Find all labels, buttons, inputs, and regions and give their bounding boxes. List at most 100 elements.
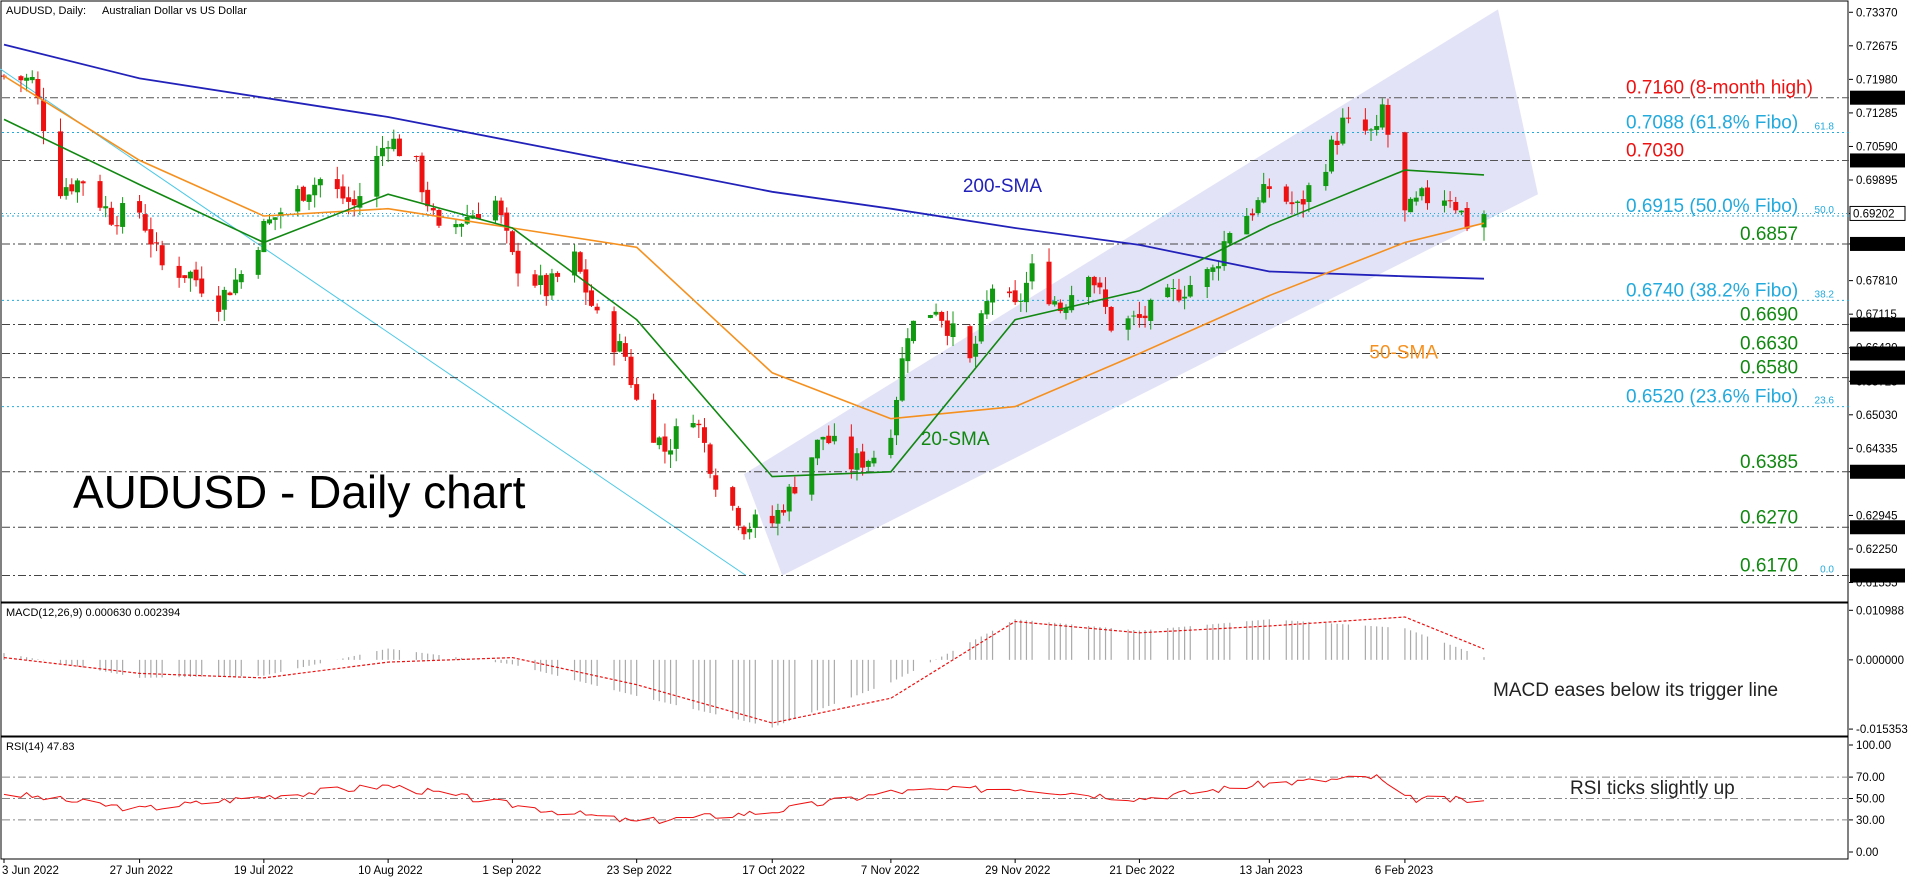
candle-body [1086,276,1092,298]
candle-body [357,196,363,208]
candle-body [1165,287,1171,298]
candle-body [1340,117,1346,144]
level-axis-label: 0.65800 [1853,373,1895,385]
candle-body [459,223,465,227]
level-axis-box [1850,317,1905,332]
price-tick-label: 0.71980 [1856,74,1898,86]
candle-body [1244,215,1250,235]
level-label: 0.6580 [1740,358,1798,379]
candle-body [549,273,555,296]
candle-body [1204,269,1210,287]
candle-body [1052,301,1058,305]
candle-body [1227,233,1233,244]
candle-body [1125,318,1131,330]
candle-body [18,76,24,81]
candle-body [781,510,787,513]
candle-body [504,212,510,231]
candle-body [176,265,182,278]
candle-body [1283,186,1289,202]
downtrend-line [0,68,747,576]
candle-body [498,200,504,216]
candle-body [193,269,199,281]
candle-body [1131,315,1137,317]
candle-body [1136,314,1142,318]
candle-body [1142,315,1148,319]
candle-body [899,358,905,401]
candle-body [651,399,657,443]
date-tick-label: 23 Sep 2022 [607,865,672,877]
price-tick-label: 0.67810 [1856,276,1898,288]
candle-body [634,384,640,400]
candle-body [860,451,866,468]
level-label: 0.7160 (8-month high) [1626,78,1813,99]
price-tick-label: 0.71285 [1856,108,1898,120]
price-tick-label: 0.65030 [1856,410,1898,422]
candle-body [538,275,544,286]
candle-body [346,197,352,202]
candle-body [826,435,832,444]
candle-body [216,295,222,312]
candle-body [1425,187,1431,204]
candle-body [1023,282,1029,303]
candle-body [103,206,109,209]
macd-tick-label: 0.000000 [1856,655,1904,667]
candle-body [492,200,498,221]
candle-body [1374,126,1380,130]
price-tick-label: 0.73370 [1856,7,1898,19]
date-tick-label: 27 Jun 2022 [110,865,173,877]
candle-body [1148,299,1154,321]
candle-body [295,188,301,212]
main-layer: 0.73370 0.72675 0.71980 0.71285 0.70590 0.698… [0,7,1906,590]
candle-body [973,343,979,357]
date-tick-label: 17 Oct 2022 [742,865,805,877]
candle-body [622,343,628,357]
candle-body [74,180,80,193]
level-label: 0.6385 [1740,452,1798,473]
candle-body [419,155,425,193]
macd-layer: 0.010988 0.000000 -0.015353 [3,605,1908,736]
macd-annotation: MACD eases below its trigger line [1493,680,1778,701]
candle-body [1069,295,1075,311]
candle-body [583,269,589,293]
candle-body [532,274,538,286]
candle-body [735,507,741,526]
date-tick-label: 29 Nov 2022 [985,865,1050,877]
rsi-tick-label: 100.00 [1856,740,1891,752]
candle-body [1029,263,1035,282]
candle-body [199,278,205,294]
candle-body [351,199,357,206]
date-tick-label: 3 Jun 2022 [2,865,59,877]
chart-title: AUDUSD - Daily chart [73,466,526,518]
level-axis-label: 0.71600 [1853,93,1895,105]
candle-body [312,184,318,196]
candle-body [690,423,696,428]
candle-body [1300,199,1306,205]
candle-body [1063,307,1069,313]
candle-body [809,457,815,495]
candle-body [747,528,753,533]
candle-body [396,138,402,157]
fib-tag: 38.2 [1815,289,1835,300]
candle-body [1266,186,1272,189]
candle-body [187,271,193,279]
candle-body [1385,104,1391,135]
macd-panel-frame [0,602,1849,737]
candle-body [1216,266,1222,269]
date-tick-label: 21 Dec 2022 [1109,865,1174,877]
level-axis-label: 0.68570 [1853,239,1895,251]
level-axis-box [1850,464,1905,479]
candle-body [29,77,35,81]
candle-body [379,147,385,157]
level-axis-label: 0.66300 [1853,349,1895,361]
candle-body [950,323,956,338]
candle-body [266,219,272,224]
candle-body [1295,201,1301,204]
candle-body [820,436,826,440]
level-axis-label: 0.61700 [1853,571,1895,583]
candle-body [300,186,306,201]
candle-body [227,292,233,296]
level-axis-label: 0.62700 [1853,522,1895,534]
candle-body [35,78,41,98]
rsi-line [3,774,1485,825]
